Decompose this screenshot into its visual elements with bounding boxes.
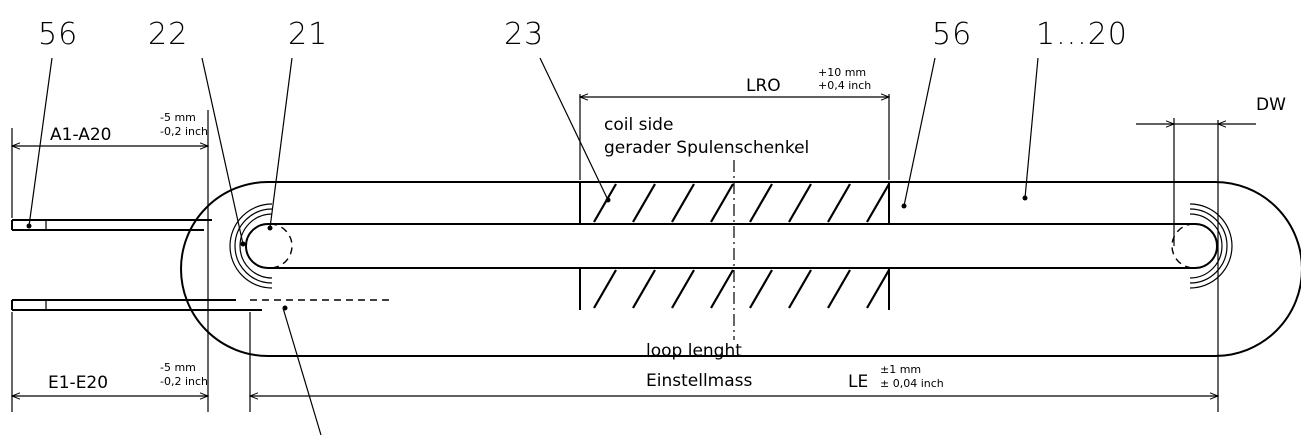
callout-21: 21 — [288, 17, 328, 52]
lro-tolerance-lower: +0,4 inch — [818, 79, 871, 92]
le-label: LE — [848, 372, 868, 392]
hatch-line — [632, 269, 656, 309]
le-tolerance-lower: ± 0,04 inch — [880, 377, 944, 390]
hatch-line — [749, 269, 773, 309]
coil-side-hatching-bottom — [593, 269, 890, 309]
a-tolerance-lower: -0,2 inch — [160, 125, 208, 138]
e-tolerance-upper: -5 mm — [160, 361, 196, 374]
lro-label: LRO — [746, 76, 781, 96]
coil-side-hatching-top — [593, 183, 890, 223]
coil-side-block — [579, 182, 890, 310]
e-dimension-label: E1-E20 — [48, 373, 108, 393]
hatch-line — [593, 183, 617, 223]
coil-inner-slot — [245, 223, 1218, 269]
lead-wire-bottom — [11, 299, 262, 311]
hatch-line — [632, 183, 656, 223]
loop-length-note-en: loop lenght — [646, 341, 742, 361]
dw-dimension — [1136, 118, 1256, 246]
hatch-line — [866, 183, 890, 223]
a-dimension-label: A1-A20 — [50, 125, 111, 145]
dw-label: DW — [1256, 95, 1286, 115]
hatch-line — [788, 183, 812, 223]
hatch-line — [827, 269, 851, 309]
e-dimension — [10, 312, 210, 412]
hatch-line — [671, 269, 695, 309]
coil-side-note-de: gerader Spulenschenkel — [604, 138, 809, 158]
lro-tolerance-upper: +10 mm — [818, 66, 866, 79]
hatch-line — [710, 269, 734, 309]
callout-56-right: 56 — [932, 17, 972, 52]
loop-length-note-de: Einstellmass — [646, 371, 753, 391]
left-bend-insulation-arcs — [229, 203, 293, 289]
hatch-line — [749, 183, 773, 223]
e-tolerance-lower: -0,2 inch — [160, 375, 208, 388]
coil-outer-outline — [180, 181, 1301, 357]
callout-56-left: 56 — [38, 17, 78, 52]
hatch-line — [671, 183, 695, 223]
le-tolerance-upper: ±1 mm — [880, 363, 921, 376]
lead-wire-top — [11, 219, 212, 231]
hatch-line — [710, 183, 734, 223]
callout-22: 22 — [148, 17, 188, 52]
hatch-line — [593, 269, 617, 309]
hatch-line — [827, 183, 851, 223]
callout-23: 23 — [504, 17, 544, 52]
lro-dimension — [578, 93, 891, 180]
a-dimension — [10, 110, 210, 412]
a-tolerance-upper: -5 mm — [160, 111, 196, 124]
hatch-line — [866, 269, 890, 309]
hatch-line — [788, 269, 812, 309]
le-dimension — [248, 120, 1220, 412]
callout-1-20: 1...20 — [1036, 17, 1128, 52]
callout-leaders — [26, 57, 1039, 436]
right-bend-insulation-arcs — [1171, 203, 1233, 289]
coil-side-note-en: coil side — [604, 115, 673, 135]
